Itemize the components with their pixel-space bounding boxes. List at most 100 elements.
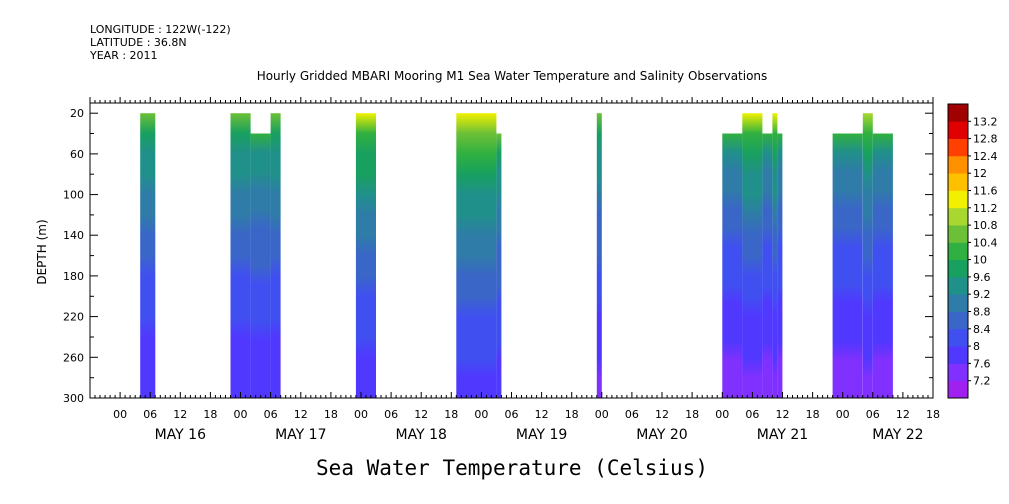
colorbar-label: 12 bbox=[973, 167, 987, 180]
observation-blocks bbox=[140, 113, 893, 398]
y-tick-label: 100 bbox=[63, 189, 84, 202]
x-tick-label: 12 bbox=[535, 408, 549, 421]
colorbar-label: 10.4 bbox=[973, 236, 998, 249]
colorbar-label: 12.4 bbox=[973, 150, 998, 163]
x-tick-label: 12 bbox=[173, 408, 187, 421]
colorbar-swatch bbox=[948, 311, 968, 330]
day-label: MAY 21 bbox=[757, 427, 808, 443]
x-tick-label: 06 bbox=[384, 408, 398, 421]
x-tick-label: 12 bbox=[294, 408, 308, 421]
colorbar-label: 10.8 bbox=[973, 219, 998, 232]
x-tick-label: 06 bbox=[866, 408, 880, 421]
colorbar-swatch bbox=[948, 363, 968, 382]
colorbar-swatch bbox=[948, 276, 968, 295]
x-tick-label: 00 bbox=[113, 408, 127, 421]
colorbar-label: 13.2 bbox=[973, 115, 998, 128]
x-tick-label: 00 bbox=[836, 408, 850, 421]
observation-block bbox=[355, 113, 376, 398]
colorbar-swatch bbox=[948, 190, 968, 209]
x-tick-label: 06 bbox=[143, 408, 157, 421]
observation-block bbox=[872, 133, 893, 398]
colorbar-swatch bbox=[948, 242, 968, 261]
colorbar-swatch bbox=[948, 380, 968, 399]
y-tick-label: 180 bbox=[63, 270, 84, 283]
colorbar: 7.2 7.6 8 8.4 8.8 9.2 9.6 10 10.4 10.8 11.2 11.6 12 1… bbox=[947, 103, 998, 399]
x-tick-label: 06 bbox=[625, 408, 639, 421]
colorbar-label: 7.2 bbox=[973, 375, 991, 388]
colorbar-label: 11.6 bbox=[973, 185, 998, 198]
x-tick-label: 12 bbox=[655, 408, 669, 421]
x-axis: 00 06 12 18 00 06 12 18 00 06 12 18 00 06 12 18 00 06 12 18… bbox=[89, 97, 940, 443]
observation-block bbox=[862, 113, 873, 398]
colorbar-swatch bbox=[948, 121, 968, 139]
observation-block bbox=[777, 133, 783, 398]
day-label: MAY 22 bbox=[872, 427, 923, 443]
colorbar-swatch bbox=[948, 328, 968, 347]
y-axis: 20 60 100 140 180 220 260 300 bbox=[63, 107, 933, 405]
day-label: MAY 16 bbox=[155, 427, 206, 443]
x-tick-label: 12 bbox=[414, 408, 428, 421]
observation-block bbox=[762, 133, 773, 398]
y-tick-label: 20 bbox=[70, 107, 84, 120]
colorbar-swatch bbox=[948, 346, 968, 364]
x-tick-label: 18 bbox=[685, 408, 699, 421]
x-tick-label: 06 bbox=[505, 408, 519, 421]
chart-caption: Sea Water Temperature (Celsius) bbox=[316, 456, 708, 480]
y-tick-label: 220 bbox=[63, 311, 84, 324]
day-label: MAY 19 bbox=[516, 427, 567, 443]
day-label: MAY 18 bbox=[396, 427, 447, 443]
observation-block bbox=[140, 113, 156, 398]
x-tick-label: 12 bbox=[776, 408, 790, 421]
colorbar-label: 7.6 bbox=[973, 357, 991, 370]
colorbar-label: 11.2 bbox=[973, 202, 998, 215]
day-label: MAY 20 bbox=[636, 427, 687, 443]
colorbar-label: 8.8 bbox=[973, 306, 991, 319]
x-tick-label: 00 bbox=[595, 408, 609, 421]
y-tick-label: 140 bbox=[63, 229, 84, 242]
year-label: YEAR : 2011 bbox=[90, 49, 158, 62]
colorbar-swatch bbox=[948, 259, 968, 278]
y-tick-label: 60 bbox=[70, 148, 84, 161]
y-tick-label: 300 bbox=[63, 392, 84, 405]
colorbar-swatch bbox=[948, 155, 968, 174]
x-tick-label: 18 bbox=[324, 408, 338, 421]
x-tick-label: 18 bbox=[444, 408, 458, 421]
colorbar-label: 9.6 bbox=[973, 271, 991, 284]
colorbar-label: 9.2 bbox=[973, 288, 991, 301]
colorbar-swatch bbox=[948, 138, 968, 157]
colorbar-label: 10 bbox=[973, 254, 987, 267]
colorbar-label: 12.8 bbox=[973, 133, 998, 146]
latitude-label: LATITUDE : 36.8N bbox=[90, 36, 187, 49]
y-tick-label: 260 bbox=[63, 351, 84, 364]
x-tick-label: 00 bbox=[715, 408, 729, 421]
x-tick-label: 00 bbox=[234, 408, 248, 421]
colorbar-swatch bbox=[948, 104, 968, 122]
colorbar-swatch bbox=[948, 207, 968, 226]
x-tick-label: 00 bbox=[354, 408, 368, 421]
observation-block bbox=[772, 113, 778, 398]
observation-block bbox=[722, 133, 743, 398]
chart-title: Hourly Gridded MBARI Mooring M1 Sea Wate… bbox=[257, 69, 768, 83]
colorbar-swatch bbox=[948, 294, 968, 312]
observation-block bbox=[456, 113, 497, 398]
x-tick-label: 00 bbox=[474, 408, 488, 421]
longitude-label: LONGITUDE : 122W(-122) bbox=[90, 23, 231, 36]
observation-block bbox=[832, 133, 863, 398]
x-tick-label: 06 bbox=[745, 408, 759, 421]
colorbar-swatch bbox=[948, 225, 968, 243]
plot-frame bbox=[89, 102, 934, 399]
x-tick-label: 18 bbox=[203, 408, 217, 421]
x-tick-label: 18 bbox=[806, 408, 820, 421]
colorbar-label: 8 bbox=[973, 340, 980, 353]
observation-block bbox=[496, 133, 502, 398]
x-tick-label: 18 bbox=[565, 408, 579, 421]
x-tick-label: 18 bbox=[926, 408, 940, 421]
observation-block bbox=[596, 113, 602, 398]
day-label: MAY 17 bbox=[275, 427, 326, 443]
x-tick-label: 06 bbox=[264, 408, 278, 421]
observation-block bbox=[250, 133, 271, 398]
colorbar-label: 8.4 bbox=[973, 323, 991, 336]
y-axis-label: DEPTH (m) bbox=[35, 219, 49, 284]
observation-block bbox=[230, 113, 251, 398]
